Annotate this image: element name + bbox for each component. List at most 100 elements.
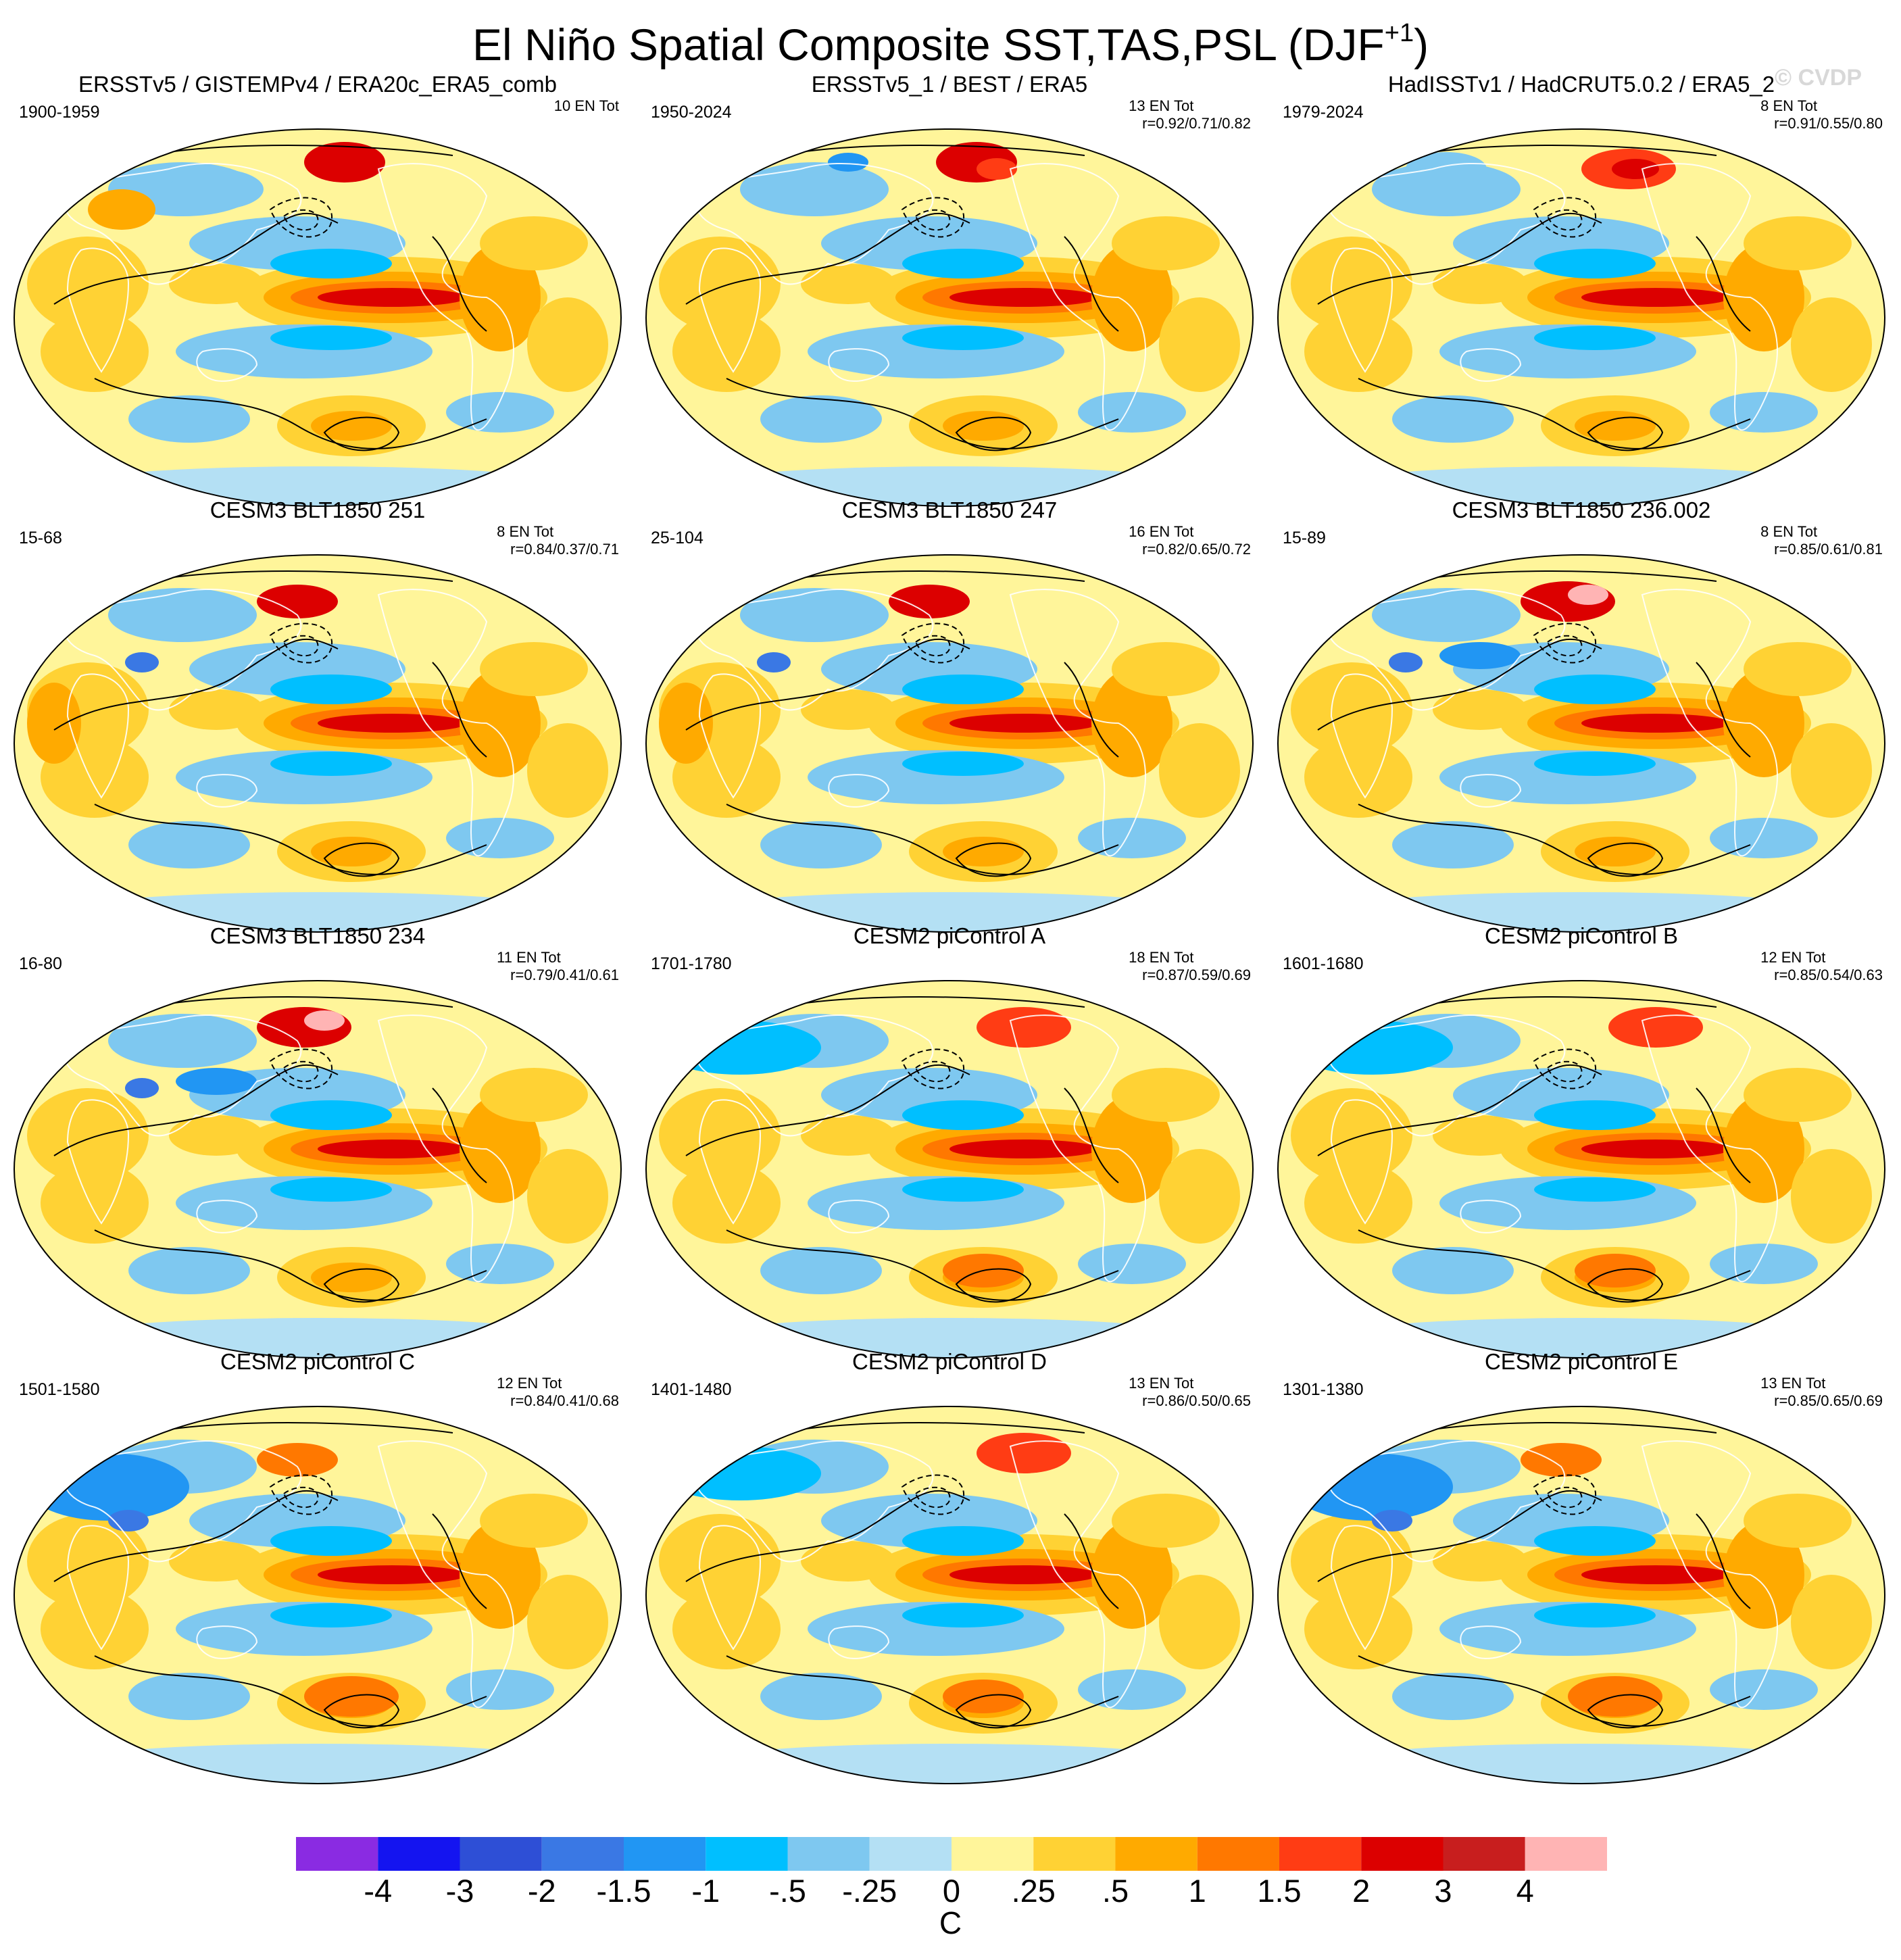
anomaly-region	[1575, 411, 1656, 441]
coastline	[698, 1099, 762, 1225]
anomaly-region	[169, 1541, 264, 1582]
colorbar-swatch	[1197, 1837, 1279, 1871]
map-panel: ERSSTv5_1 / BEST / ERA5 1950-2024 13 EN To…	[639, 72, 1260, 520]
panel-stats: 13 EN Tot r=0.85/0.65/0.69	[1760, 1375, 1883, 1410]
anomaly-region	[1159, 1149, 1240, 1244]
anomaly-region	[1291, 237, 1412, 331]
panel-stats: 8 EN Tot r=0.85/0.61/0.81	[1760, 523, 1883, 558]
panel-title: CESM2 piControl E	[1484, 1349, 1679, 1374]
anomaly-region	[659, 1088, 781, 1183]
map-panel: CESM3 BLT1850 236.002 15-89 8 EN Tot r=0.85…	[1270, 497, 1892, 946]
psl-contour-negative	[269, 622, 333, 664]
coastline	[1330, 673, 1393, 799]
anomaly-region	[169, 689, 264, 730]
anomaly-region	[270, 249, 392, 278]
colorbar-swatch	[624, 1837, 706, 1871]
psl-contour-positive	[94, 378, 487, 449]
colorbar-swatch	[1525, 1837, 1607, 1871]
anomaly-map	[1277, 1406, 1885, 1784]
anomaly-region	[659, 1021, 821, 1075]
anomaly-region	[446, 1669, 554, 1710]
anomaly-region	[527, 1149, 608, 1244]
map-panel: CESM3 BLT1850 251 15-68 8 EN Tot r=0.84/0.3…	[7, 497, 628, 946]
colorbar-tick: -1.5	[596, 1873, 651, 1909]
anomaly-region	[672, 311, 781, 392]
map-border	[645, 128, 1254, 507]
colorbar-swatch	[296, 1837, 378, 1871]
coastline	[698, 673, 762, 799]
anomaly-region	[1710, 818, 1818, 858]
anomaly-region	[257, 1443, 338, 1477]
psl-contour-positive	[1358, 1655, 1751, 1727]
anomaly-region	[125, 652, 159, 672]
anomaly-region	[1392, 1247, 1514, 1294]
anomaly-region	[672, 1162, 781, 1244]
panel-stats: 8 EN Tot r=0.91/0.55/0.80	[1760, 97, 1883, 132]
panel-period: 1701-1780	[651, 954, 732, 973]
anomaly-region	[41, 1588, 149, 1669]
event-count: 8 EN Tot	[1760, 523, 1818, 540]
anomaly-region	[128, 821, 250, 868]
panel-title: CESM3 BLT1850 236.002	[1452, 497, 1711, 522]
anomaly-region	[527, 1575, 608, 1669]
coastline	[1641, 163, 1778, 431]
anomaly-region	[61, 1744, 574, 1784]
anomaly-region	[311, 1263, 392, 1292]
anomaly-region	[757, 652, 791, 672]
psl-contour-positive	[432, 1087, 487, 1183]
colorbar-tick: 1	[1188, 1873, 1206, 1909]
map-panel: CESM3 BLT1850 247 25-104 16 EN Tot r=0.82/0…	[639, 497, 1260, 946]
psl-contour-positive	[148, 1422, 453, 1434]
anomaly-region	[108, 588, 257, 642]
colorbar-tick: -4	[364, 1873, 393, 1909]
colorbar-tick: 2	[1352, 1873, 1371, 1909]
anomaly-region	[902, 1100, 1024, 1130]
anomaly-region	[1078, 1669, 1186, 1710]
panel-stats: 8 EN Tot r=0.84/0.37/0.71	[497, 523, 619, 558]
coastline	[196, 774, 258, 808]
event-count: 11 EN Tot	[497, 949, 561, 966]
coastline	[1009, 163, 1146, 431]
anomaly-region	[760, 395, 882, 443]
panel-stats: 11 EN Tot r=0.79/0.41/0.61	[497, 949, 619, 984]
panel-title: CESM2 piControl C	[220, 1349, 415, 1374]
anomaly-region	[1534, 1100, 1656, 1130]
anomaly-region	[1791, 1575, 1872, 1669]
colorbar-swatch	[1443, 1837, 1525, 1871]
psl-contour-positive	[94, 1229, 487, 1301]
map-border	[1277, 980, 1885, 1358]
psl-contour-positive	[1064, 1513, 1119, 1609]
coastline	[66, 1525, 130, 1650]
anomaly-region	[27, 1088, 149, 1183]
colorbar-swatch	[460, 1837, 542, 1871]
panel-period: 16-80	[19, 954, 62, 973]
coastline	[1460, 1625, 1522, 1659]
anomaly-region	[270, 1603, 392, 1627]
anomaly-region	[1710, 1669, 1818, 1710]
anomaly-region	[446, 818, 554, 858]
panel-period: 25-104	[651, 529, 703, 547]
psl-contour-positive	[1317, 213, 1602, 305]
psl-contour-positive	[726, 804, 1119, 875]
psl-contour-positive	[1358, 378, 1751, 449]
event-count: 8 EN Tot	[497, 523, 554, 540]
pattern-correlation: r=0.84/0.37/0.71	[510, 541, 619, 558]
psl-contour-positive	[323, 1694, 400, 1729]
anomaly-region	[108, 1014, 257, 1068]
anomaly-region	[304, 142, 385, 182]
coastline	[377, 589, 514, 857]
anomaly-map	[14, 128, 622, 507]
anomaly-region	[949, 1140, 1098, 1158]
anomaly-region	[1291, 1514, 1412, 1609]
panel-period: 1601-1680	[1283, 954, 1364, 973]
colorbar-tick: -.25	[842, 1873, 897, 1909]
panel-title: CESM3 BLT1850 234	[209, 923, 426, 948]
anomaly-map	[14, 980, 622, 1358]
anomaly-region	[1433, 1115, 1527, 1156]
psl-contour-positive	[726, 1229, 1119, 1301]
coastline	[1641, 1440, 1778, 1709]
coastline	[1641, 589, 1778, 857]
psl-contour-positive	[323, 1268, 400, 1303]
colorbar-tick-labels: -4 -3 -2 -1.5 -1 -.5 -.25 0 .25 .5 1 1.5 2 3 4	[0, 1872, 1901, 1913]
anomaly-region	[1392, 395, 1514, 443]
